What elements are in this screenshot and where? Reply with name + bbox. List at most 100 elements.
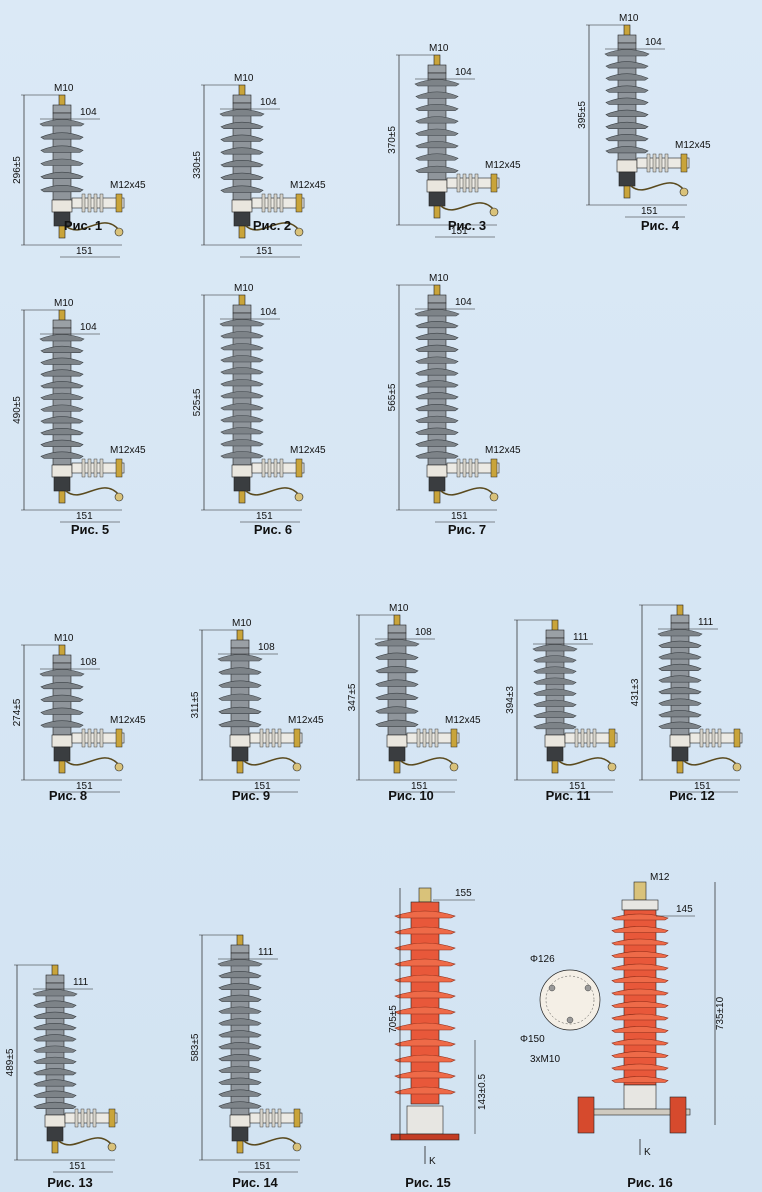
- insulator-shed: [375, 652, 419, 660]
- bracket-bolt: [115, 728, 123, 748]
- bracket-rib: [261, 458, 266, 478]
- bolt-hole: [584, 984, 592, 992]
- base-clamp: [386, 734, 408, 748]
- insulator-shed: [375, 692, 419, 701]
- bracket-thread-label: M12x45: [675, 140, 711, 151]
- top-thread-label: M10: [619, 13, 639, 24]
- height-label: 705±5: [388, 1005, 399, 1033]
- bracket-bolt: [295, 458, 303, 478]
- mounting-bracket: [249, 1112, 303, 1124]
- bracket-rib: [99, 458, 104, 478]
- arrester-drawing: 490±5 104 M10 M12x45 151: [12, 298, 146, 523]
- bracket-rib: [87, 193, 92, 213]
- bottom-stud: [238, 225, 246, 239]
- ground-terminal: [114, 492, 124, 502]
- bracket-rib: [652, 153, 657, 173]
- insulator-shed: [658, 675, 702, 683]
- bracket-thread-label: M12x45: [110, 180, 146, 191]
- insulator-shed: [375, 706, 419, 714]
- ground-terminal: [107, 1142, 117, 1152]
- ground-terminal: [114, 762, 124, 772]
- bracket-rib: [93, 193, 98, 213]
- bracket-rib: [259, 728, 264, 748]
- bracket-rib: [87, 458, 92, 478]
- top-cap: [427, 64, 447, 74]
- bottom-stud: [393, 760, 401, 774]
- mounting-bracket: [446, 177, 500, 189]
- insulator-shed: [394, 1086, 456, 1095]
- insulator-shed: [414, 309, 460, 317]
- circle-outer-label: Φ126: [530, 954, 555, 965]
- insulator-shed: [220, 391, 264, 399]
- bracket-thread-label: M12x45: [290, 180, 326, 191]
- top-cap: [232, 94, 252, 104]
- height-label: 395±5: [577, 101, 588, 129]
- insulator-shed: [658, 640, 702, 648]
- bracket-rib: [277, 1108, 282, 1128]
- bracket-rib: [265, 728, 270, 748]
- base-insulator-left: [577, 1096, 595, 1134]
- insulator-shed: [218, 1077, 262, 1085]
- base-clamp: [616, 159, 638, 173]
- bracket-thread-label: M12x45: [445, 715, 481, 726]
- bracket-rib: [267, 458, 272, 478]
- bracket-rib: [658, 153, 663, 173]
- bracket-rib: [259, 1108, 264, 1128]
- insulator-shed: [220, 343, 264, 351]
- insulator-shed: [394, 1006, 456, 1015]
- base-label: 151: [76, 781, 93, 792]
- width-label: 104: [455, 67, 472, 78]
- insulator-shed: [33, 1011, 77, 1019]
- mounting-bracket: [564, 732, 618, 744]
- top-cap: [52, 104, 72, 114]
- k-label: K: [429, 1156, 436, 1167]
- width-label: 111: [698, 617, 714, 628]
- ground-terminal: [292, 762, 302, 772]
- bracket-thread-label: M12x45: [290, 445, 326, 456]
- insulator-shed: [218, 982, 262, 990]
- figure-10: 347±5 108 M10 M12x45 151 Рис. 10: [345, 590, 510, 810]
- bracket-rib: [265, 1108, 270, 1128]
- insulator-shed: [658, 698, 702, 706]
- insulator-shed: [40, 171, 84, 179]
- height-label: 490±5: [12, 396, 23, 424]
- bolt-hole: [548, 984, 556, 992]
- insulator-core: [545, 637, 565, 736]
- width-label: 111: [258, 947, 274, 958]
- bottom-stud: [58, 760, 66, 774]
- figure-16: 735±10 M12 145 Φ126 Φ150 3xM10 K Рис. 16: [510, 855, 762, 1192]
- disconnector: [53, 746, 71, 762]
- insulator-shed: [394, 1054, 456, 1063]
- insulator-shed: [40, 720, 84, 728]
- bracket-rib: [273, 193, 278, 213]
- figure-caption: Рис. 1: [63, 218, 103, 233]
- base-clamp: [231, 199, 253, 213]
- ground-lead: [65, 487, 120, 496]
- disconnector: [671, 746, 689, 762]
- figure-11: 394±3 111 151 Рис. 11: [505, 595, 630, 810]
- top-thread-label: M10: [54, 83, 74, 94]
- insulator-shed: [40, 381, 84, 389]
- bracket-bolt: [490, 458, 498, 478]
- bracket-rib: [717, 728, 722, 748]
- bracket-rib: [664, 153, 669, 173]
- ground-terminal: [489, 207, 499, 217]
- mounting-bracket: [446, 462, 500, 474]
- insulator-shed: [220, 439, 264, 447]
- bracket-rib: [271, 728, 276, 748]
- base-label: 151: [256, 511, 273, 522]
- disconnector: [231, 746, 249, 762]
- insulator-shed: [220, 379, 264, 387]
- ground-lead: [65, 222, 120, 231]
- base-clamp: [229, 734, 251, 748]
- insulator-shed: [218, 1018, 262, 1026]
- bracket-thread-label: M12x45: [485, 445, 521, 456]
- insulator-shed: [218, 994, 262, 1002]
- insulator-shed: [532, 644, 578, 652]
- lower-label: 143±0.5: [477, 1074, 488, 1111]
- disconnector: [618, 171, 636, 187]
- bracket-bolt: [293, 728, 301, 748]
- bracket-bolt: [115, 458, 123, 478]
- bracket-bolt: [115, 193, 123, 213]
- insulator-shed: [220, 427, 264, 435]
